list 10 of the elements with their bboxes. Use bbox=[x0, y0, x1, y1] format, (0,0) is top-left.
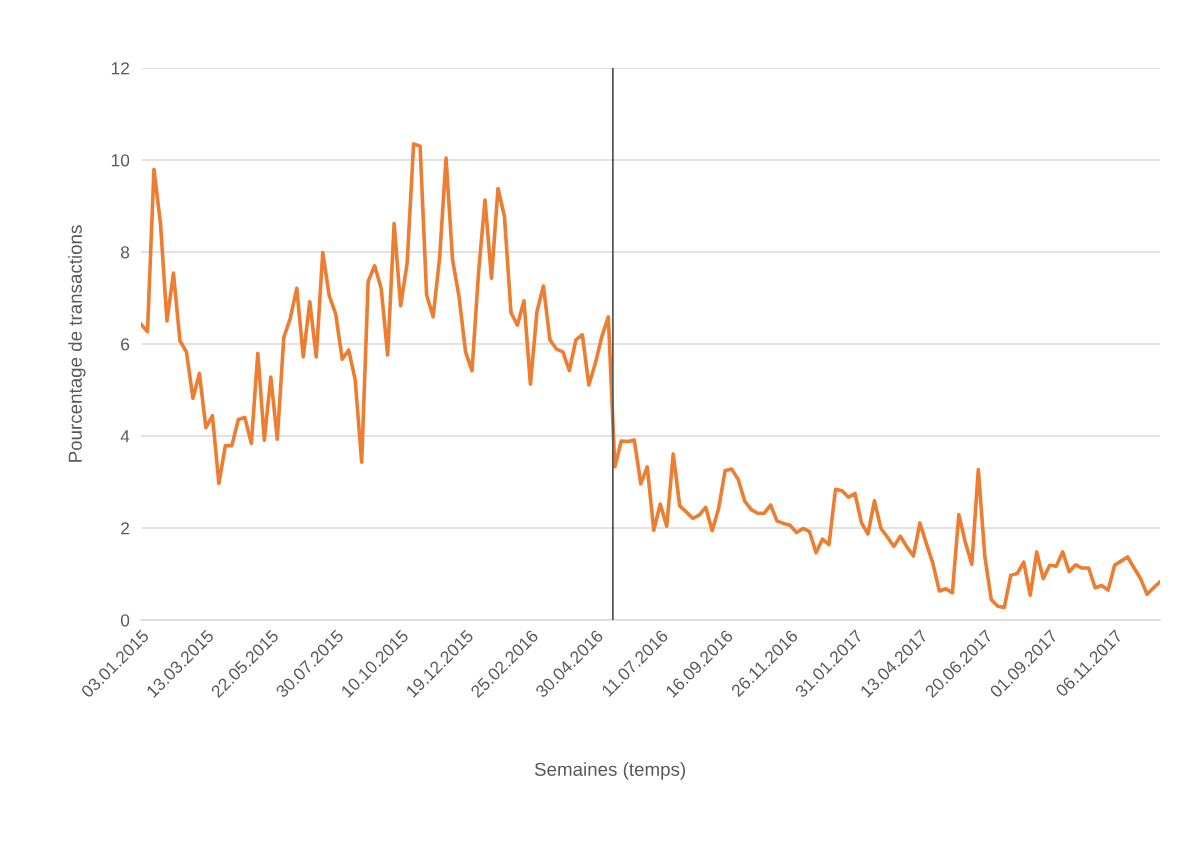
line-series bbox=[141, 142, 1161, 610]
y-tick-label: 6 bbox=[121, 338, 130, 351]
y-tick-label: 0 bbox=[120, 614, 130, 627]
y-axis-title: Pourcentage de transactions bbox=[68, 225, 86, 462]
y-tick-label: 10 bbox=[111, 154, 130, 167]
y-tick-label: 12 bbox=[111, 62, 130, 75]
x-axis-title: Semaines (temps) bbox=[534, 762, 686, 780]
y-tick-label: 8 bbox=[120, 246, 130, 259]
y-tick-label: 2 bbox=[121, 522, 130, 535]
y-tick-label: 4 bbox=[120, 430, 130, 443]
